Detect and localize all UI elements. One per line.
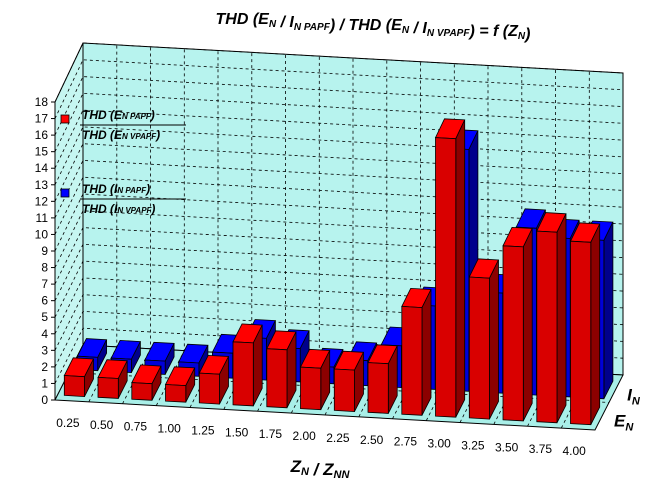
depth-label: IN (627, 385, 641, 407)
series-1-bar (266, 330, 297, 409)
left-wall (54, 42, 84, 401)
y-tick-label: 16 (35, 128, 49, 142)
series-2-bar (178, 343, 209, 377)
x-tick-label: 0.75 (124, 420, 148, 434)
gridline-y (54, 260, 624, 318)
series-1-bar (569, 222, 601, 426)
legend-entry: THD (EN PAPF) THD (EN VPAPF) (60, 108, 186, 142)
y-tick-label: 18 (35, 95, 49, 109)
x-tick-label: 1.75 (259, 427, 283, 441)
series-1-bar (63, 357, 95, 398)
y-tick-label: 7 (41, 277, 48, 291)
y-tick-label: 17 (35, 112, 49, 126)
x-tick-label: 2.00 (292, 429, 316, 443)
x-tick-label: 3.25 (461, 438, 485, 452)
y-tick-label: 1 (41, 376, 48, 390)
y-tick-label: 0 (41, 393, 48, 407)
y-tick-label: 2 (41, 360, 48, 374)
chart-title: THD (EN / IN PAPF) / THD (EN / IN VPAPF)… (216, 11, 531, 43)
legend: THD (EN PAPF) THD (EN VPAPF) THD (IN PAPF)… (60, 108, 186, 216)
legend-label: THD (IN PAPF) (82, 182, 150, 196)
x-tick-label: 3.50 (495, 440, 519, 454)
depth-axis-labels: IN EN (614, 385, 641, 433)
legend-label: THD (IN VPAPF) (82, 202, 155, 216)
x-tick-label: 1.50 (225, 425, 249, 439)
legend-label: THD (EN VPAPF) (82, 128, 160, 142)
legend-swatch (60, 188, 70, 198)
x-tick-label: 1.00 (157, 422, 181, 436)
y-tick-label: 6 (41, 294, 48, 308)
y-tick-label: 4 (41, 327, 48, 341)
series-1-bar (198, 354, 230, 405)
bars-series-1 (63, 118, 601, 426)
legend-label: THD (EN PAPF) (82, 108, 155, 122)
y-tick-label: 3 (41, 343, 48, 357)
y-tick-label: 5 (41, 310, 48, 324)
series-1-bar (536, 212, 567, 424)
series-1-bar (367, 344, 398, 414)
x-axis-label: ZN / ZNN (290, 457, 351, 480)
series-1-bar (401, 287, 432, 416)
x-tick-label: 2.50 (360, 433, 384, 447)
x-tick-label: 4.00 (562, 444, 586, 458)
series-1-bar (502, 226, 533, 422)
depth-label: EN (614, 411, 634, 433)
series-1-bar (164, 366, 196, 403)
gridline-y (54, 277, 624, 334)
x-tick-label: 0.25 (56, 416, 80, 430)
series-1-bar (434, 118, 466, 418)
y-tick-label: 8 (41, 261, 48, 275)
y-tick-label: 15 (35, 145, 49, 159)
series-1-bar (333, 350, 365, 413)
series-1-bar (299, 348, 331, 411)
x-tick-label: 3.75 (529, 442, 553, 456)
y-tick-label: 11 (36, 211, 49, 225)
x-tick-label: 2.25 (326, 431, 350, 445)
x-tick-label: 0.50 (90, 418, 114, 432)
y-tick-label: 10 (35, 227, 49, 241)
series-1-bar (468, 258, 500, 420)
x-tick-label: 2.75 (394, 435, 418, 449)
series-1-bar (131, 364, 162, 401)
legend-entry: THD (IN PAPF) THD (IN VPAPF) (60, 182, 186, 216)
y-tick-label: 9 (41, 244, 48, 258)
y-tick-label: 12 (35, 194, 49, 208)
y-tick-label: 14 (35, 161, 49, 175)
series-1-bar (97, 359, 128, 399)
legend-swatch (60, 114, 70, 124)
x-axis-ticks: 0.25 0.50 0.75 1.00 1.25 1.50 1.75 2.00 2.25 2.50… (56, 416, 586, 458)
y-tick-label: 13 (35, 178, 49, 192)
x-tick-label: 1.25 (191, 423, 215, 437)
x-tick-label: 3.00 (427, 437, 451, 451)
series-1-bar (232, 323, 263, 407)
gridline-y (54, 243, 624, 301)
